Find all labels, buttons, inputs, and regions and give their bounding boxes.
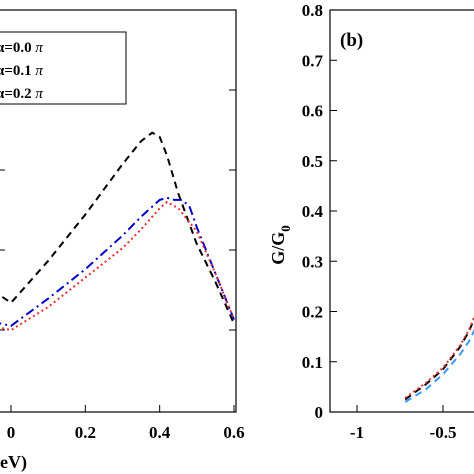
panel-a-frame [0, 9, 237, 413]
panel-b-y-tick-label: 0.5 [302, 152, 323, 171]
panel-a-x-tick-label: 0.2 [75, 423, 96, 442]
panel-a-left-ticks [0, 89, 236, 331]
panel-a-x-tick-label: 0.6 [223, 423, 244, 442]
panel-b-x-tick-label: -1 [350, 423, 364, 442]
legend-entry-1: α=0.0 π [0, 40, 43, 56]
panel-b-y-tick-label: 0.4 [302, 202, 324, 221]
legend-box [0, 31, 127, 105]
panel-b-series-line-3 [404, 328, 474, 403]
panel-b-frame [329, 9, 474, 413]
panel-b-x-tick-label: -0.5 [430, 423, 457, 442]
legend-entry-2: α=0.1 π [0, 63, 43, 79]
panel-b-label: (b) [340, 30, 363, 51]
panel-a-series-line-2 [0, 196, 235, 327]
panel-b-series-line-2 [404, 315, 474, 399]
panel-a-x-tick-label: 0 [7, 423, 16, 442]
panel-b-series [404, 315, 474, 403]
panel-b-y-tick-label: 0.1 [302, 353, 323, 372]
panel-a-x-axis-label: (eV) [0, 452, 27, 473]
panel-a: 0 0.2 0.4 0.6 (eV) α=0.0 π α=0.1 π α=0.2 π [0, 9, 245, 473]
legend-entry-3: α=0.2 π [0, 86, 43, 102]
panel-a-series-line-1 [0, 131, 235, 325]
panel-a-series-line-3 [0, 200, 235, 332]
panel-a-x-ticks: 0 0.2 0.4 0.6 [7, 405, 245, 442]
panel-b-y-tick-label: 0.2 [302, 303, 323, 322]
panel-b: 0 0.1 0.2 0.3 0.4 0.5 0.6 0.7 0.8 -1 -0.5 (b) G/G… [268, 1, 474, 442]
panel-b-y-tick-label: 0.7 [302, 51, 324, 70]
panel-b-y-tick-label: 0.8 [302, 1, 323, 20]
panel-b-y-axis-label: G/G0 [268, 225, 293, 265]
panel-b-x-ticks: -1 -0.5 [350, 405, 457, 442]
legend: α=0.0 π α=0.1 π α=0.2 π [0, 31, 127, 105]
panel-b-y-tick-label: 0.6 [302, 102, 323, 121]
panel-a-series [0, 131, 235, 332]
panel-b-y-tick-label: 0 [315, 403, 324, 422]
panel-a-x-tick-label: 0.4 [149, 423, 171, 442]
panel-b-y-tick-label: 0.3 [302, 252, 323, 271]
panel-b-series-line-1 [404, 316, 474, 401]
panel-b-y-ticks: 0 0.1 0.2 0.3 0.4 0.5 0.6 0.7 0.8 [302, 1, 337, 422]
